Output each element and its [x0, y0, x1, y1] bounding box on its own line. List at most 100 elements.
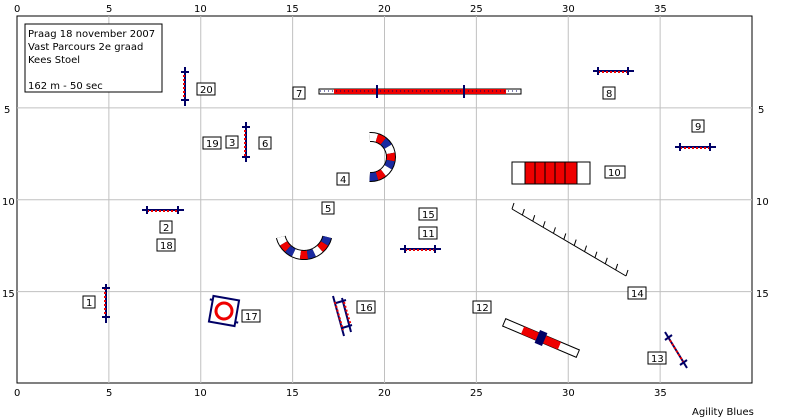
- number-label-12: 12: [472, 300, 492, 314]
- tick-label: 15: [2, 289, 15, 300]
- tick-label: 20: [378, 388, 391, 399]
- tunnel-5: [275, 235, 333, 260]
- weave-pole: [594, 251, 598, 258]
- number-label-16: 16: [356, 300, 376, 314]
- number-text: 3: [229, 138, 235, 149]
- info-course: Vast Parcours 2e graad: [28, 42, 143, 53]
- number-label-17: 17: [241, 309, 261, 323]
- obstacle-numbers: 1 2 3 4 5 6 7 8 9 10 11 12 13 14 15 16 1…: [82, 82, 705, 365]
- weave-pole: [552, 227, 556, 234]
- tick-label: 5: [758, 105, 764, 116]
- number-label-4: 4: [336, 172, 350, 186]
- tunnel-segment: [306, 249, 316, 259]
- weave-pole: [615, 263, 619, 271]
- number-text: 10: [608, 168, 621, 179]
- tick-label: 0: [14, 388, 20, 399]
- tunnel-segment: [384, 144, 395, 155]
- number-text: 7: [296, 89, 302, 100]
- number-text: 6: [262, 139, 268, 150]
- axis-bottom: 0 5 10 15 20 25 30 35: [14, 388, 667, 399]
- number-label-15: 15: [418, 207, 438, 221]
- tunnel-segment: [321, 235, 332, 246]
- jump-3: [242, 122, 250, 162]
- weave-pole: [521, 208, 525, 216]
- tick-label: 25: [470, 4, 483, 15]
- number-label-18: 18: [156, 238, 176, 252]
- tunnel-segment: [292, 249, 302, 259]
- tunnel-segment: [380, 138, 392, 149]
- tunnel-segment: [276, 235, 287, 246]
- tick-label: 5: [106, 4, 112, 15]
- tunnel-segment: [317, 241, 328, 252]
- tunnel-segment: [280, 241, 291, 252]
- tick-label: 10: [194, 388, 207, 399]
- tick-label: 15: [286, 388, 299, 399]
- tick-label: 20: [378, 4, 391, 15]
- jump-1: [102, 284, 110, 323]
- jump-2: [142, 206, 184, 214]
- info-judge: Kees Stoel: [28, 55, 80, 66]
- tunnel-segment: [375, 134, 386, 145]
- number-label-8: 8: [602, 86, 616, 100]
- weave-pole: [604, 257, 608, 264]
- number-label-7: 7: [292, 86, 306, 100]
- tick-label: 30: [562, 388, 575, 399]
- weave-poles: [511, 202, 629, 277]
- weave-pole: [542, 221, 546, 228]
- grid-lines: [17, 16, 752, 383]
- info-length-time: 162 m - 50 sec: [28, 81, 103, 92]
- weave-pole: [625, 269, 629, 277]
- number-label-19: 19: [202, 136, 222, 150]
- weave-pole: [573, 239, 577, 246]
- tyre-17: [207, 294, 241, 328]
- tick-label: 10: [2, 197, 15, 208]
- credit-text: Agility Blues: [692, 407, 754, 418]
- tick-label: 5: [4, 105, 10, 116]
- number-text: 14: [631, 289, 644, 300]
- course-info-box: Praag 18 november 2007 Vast Parcours 2e …: [24, 23, 163, 93]
- tunnel-segment: [375, 169, 386, 180]
- number-label-11: 11: [418, 226, 438, 240]
- tunnel-segment: [369, 133, 379, 142]
- tick-label: 10: [194, 4, 207, 15]
- tunnel-4: [369, 132, 396, 182]
- number-text: 4: [340, 175, 346, 186]
- tunnel-segment: [369, 172, 379, 181]
- number-text: 5: [325, 204, 331, 215]
- axis-top: 0 5 10 15 20 25 30 35: [14, 4, 667, 15]
- number-label-14: 14: [627, 286, 647, 300]
- weave-pole: [584, 245, 588, 252]
- axis-right: 5 10 15: [756, 105, 769, 300]
- tick-label: 30: [562, 4, 575, 15]
- number-label-3: 3: [225, 135, 239, 149]
- jump-13: [664, 331, 688, 369]
- number-label-5: 5: [321, 201, 335, 215]
- jump-20: [181, 67, 189, 106]
- tunnel-segment: [380, 165, 392, 176]
- number-text: 2: [163, 223, 169, 234]
- number-label-6: 6: [258, 136, 272, 150]
- info-box-frame: [24, 23, 163, 93]
- number-label-9: 9: [691, 119, 705, 133]
- jump-8: [593, 67, 634, 75]
- weave-pole: [563, 233, 567, 240]
- tick-label: 35: [654, 388, 667, 399]
- tick-label: 5: [106, 388, 112, 399]
- tunnel-segment: [384, 159, 395, 170]
- number-text: 15: [422, 210, 435, 221]
- seesaw-12: [501, 318, 581, 358]
- number-text: 9: [695, 122, 701, 133]
- tunnel-segment: [285, 245, 296, 257]
- number-label-1: 1: [82, 295, 96, 309]
- number-text: 20: [200, 85, 213, 96]
- number-label-2: 2: [159, 220, 173, 234]
- number-text: 13: [651, 354, 664, 365]
- number-text: 12: [476, 303, 489, 314]
- jump-11: [400, 245, 441, 253]
- weave-pole: [532, 215, 536, 222]
- tick-label: 25: [470, 388, 483, 399]
- number-label-13: 13: [647, 351, 667, 365]
- info-event: Praag 18 november 2007: [28, 29, 155, 40]
- number-text: 1: [86, 298, 92, 309]
